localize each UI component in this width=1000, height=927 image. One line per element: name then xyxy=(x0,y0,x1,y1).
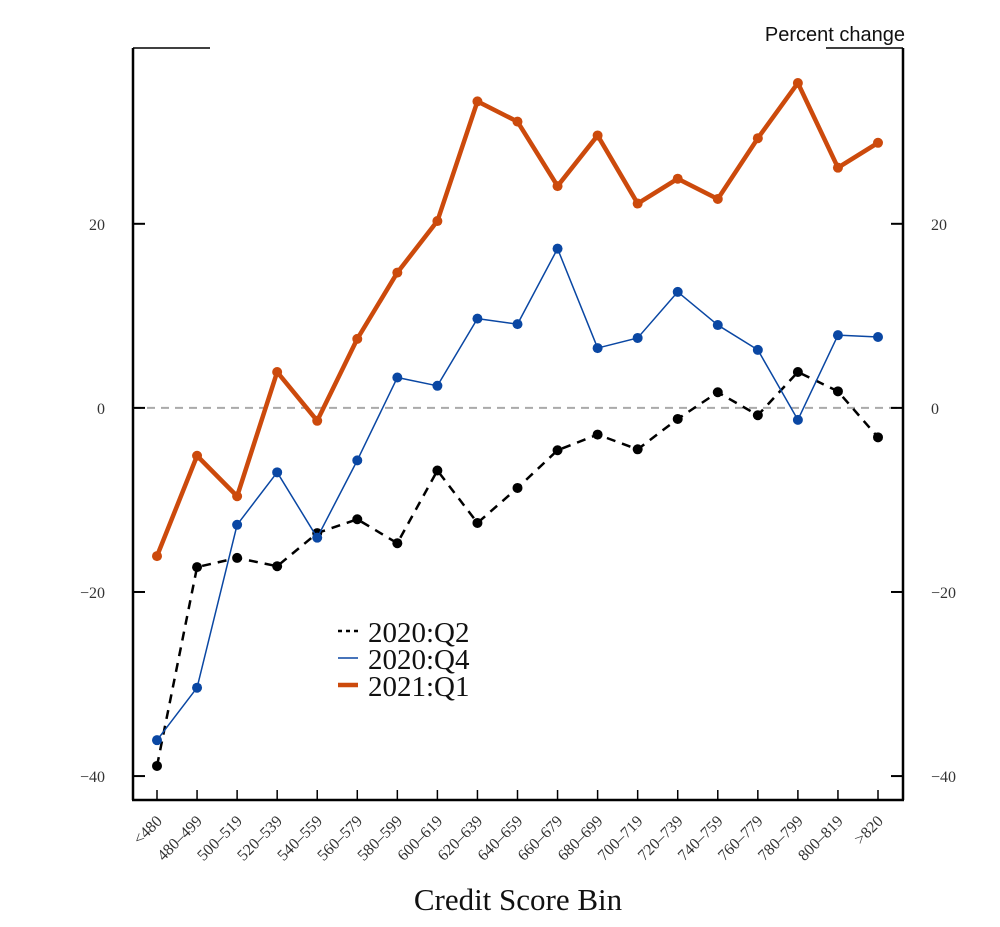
data-point-2020-Q4 xyxy=(632,332,643,343)
data-point-2020-Q2 xyxy=(352,514,363,525)
y-tick-label-right: −20 xyxy=(931,585,956,602)
legend-label: 2020:Q4 xyxy=(368,644,470,676)
data-point-2020-Q4 xyxy=(432,380,443,391)
data-point-2020-Q2 xyxy=(272,561,283,572)
data-point-2021-Q1 xyxy=(792,77,803,88)
data-point-2021-Q1 xyxy=(632,198,643,209)
data-point-2021-Q1 xyxy=(832,162,843,173)
data-point-2020-Q4 xyxy=(192,682,203,693)
data-point-2020-Q2 xyxy=(672,413,683,424)
data-point-2020-Q4 xyxy=(352,455,363,466)
y-tick-label-left: 0 xyxy=(97,401,105,418)
data-point-2020-Q4 xyxy=(552,243,563,254)
y-tick-label-right: 0 xyxy=(931,401,939,418)
data-point-2020-Q2 xyxy=(152,760,162,771)
data-point-2020-Q2 xyxy=(752,410,763,421)
data-point-2021-Q1 xyxy=(712,193,723,204)
data-point-2021-Q1 xyxy=(272,366,283,377)
data-point-2020-Q2 xyxy=(472,517,483,528)
data-point-2020-Q4 xyxy=(792,414,803,425)
legend-label: 2021:Q1 xyxy=(368,671,470,703)
data-point-2020-Q4 xyxy=(712,320,723,331)
y-tick-label-left: −40 xyxy=(80,769,105,786)
data-point-2021-Q1 xyxy=(192,450,203,461)
legend-label: 2020:Q2 xyxy=(368,617,470,649)
data-point-2020-Q4 xyxy=(512,319,523,330)
data-point-2020-Q2 xyxy=(592,429,603,440)
data-point-2020-Q2 xyxy=(232,552,243,563)
data-point-2021-Q1 xyxy=(312,415,323,426)
data-point-2020-Q2 xyxy=(873,432,883,443)
data-point-2020-Q2 xyxy=(432,465,443,476)
data-point-2021-Q1 xyxy=(472,96,483,107)
data-point-2020-Q2 xyxy=(832,386,843,397)
data-point-2021-Q1 xyxy=(672,173,683,184)
y-tick-label-left: −20 xyxy=(80,585,105,602)
y-tick-label-right: −40 xyxy=(931,769,956,786)
x-tick-label: <480 xyxy=(130,813,165,848)
data-point-2021-Q1 xyxy=(512,116,523,127)
data-point-2021-Q1 xyxy=(432,216,443,227)
data-point-2021-Q1 xyxy=(232,491,243,502)
data-point-2020-Q4 xyxy=(672,286,683,297)
data-point-2020-Q2 xyxy=(512,482,523,493)
data-point-2020-Q4 xyxy=(312,532,323,543)
data-point-2021-Q1 xyxy=(752,133,763,144)
data-point-2020-Q4 xyxy=(392,372,403,383)
data-point-2020-Q2 xyxy=(552,445,563,456)
data-point-2020-Q4 xyxy=(152,735,162,746)
data-point-2021-Q1 xyxy=(552,181,563,192)
x-tick-label: >820 xyxy=(851,813,886,848)
data-point-2020-Q4 xyxy=(752,344,763,355)
data-point-2020-Q2 xyxy=(792,366,803,377)
data-point-2020-Q4 xyxy=(232,519,243,530)
data-point-2021-Q1 xyxy=(873,137,883,148)
units-label: Percent change xyxy=(765,24,905,46)
data-point-2020-Q2 xyxy=(632,444,643,455)
data-point-2020-Q4 xyxy=(472,313,483,324)
y-tick-label-right: 20 xyxy=(931,217,947,234)
data-point-2020-Q2 xyxy=(392,538,403,549)
data-point-2020-Q4 xyxy=(272,467,283,478)
data-point-2021-Q1 xyxy=(392,267,403,278)
series-line-2020-Q2 xyxy=(155,370,879,767)
y-tick-label-left: 20 xyxy=(89,217,105,234)
x-tick-label: 800–819 xyxy=(795,813,847,865)
data-point-2021-Q1 xyxy=(152,551,162,562)
x-axis-label: Credit Score Bin xyxy=(414,882,623,917)
data-point-2020-Q2 xyxy=(712,387,723,398)
data-point-2020-Q2 xyxy=(192,562,203,573)
data-point-2020-Q4 xyxy=(592,343,603,354)
data-point-2021-Q1 xyxy=(592,130,603,141)
data-point-2020-Q4 xyxy=(873,332,883,343)
data-point-2020-Q4 xyxy=(832,330,843,341)
data-point-2021-Q1 xyxy=(352,333,363,344)
